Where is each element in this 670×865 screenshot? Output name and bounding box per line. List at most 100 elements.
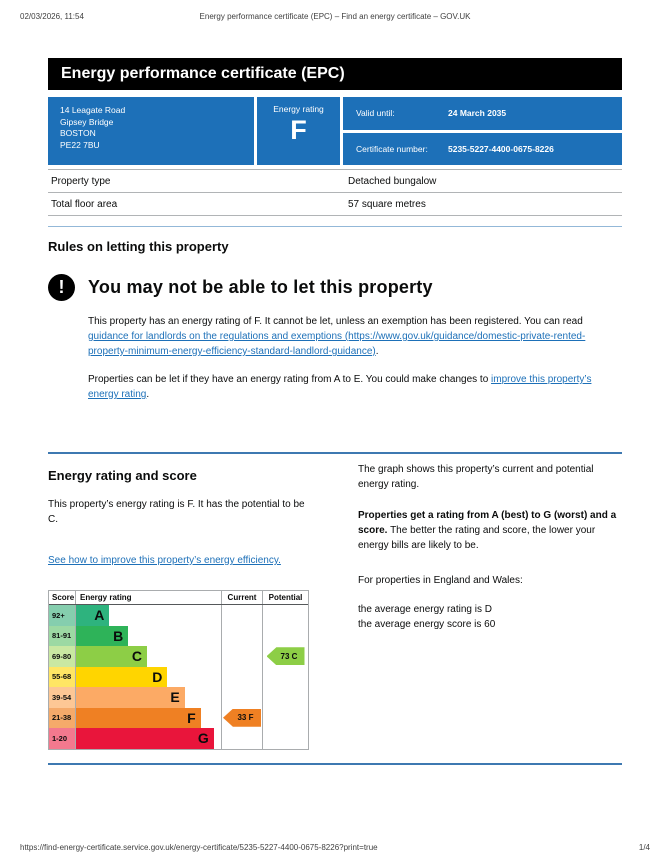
section-divider xyxy=(48,452,622,454)
england-wales-text: For properties in England and Wales: xyxy=(358,575,523,586)
paragraph-text: This property has an energy rating of F.… xyxy=(88,316,583,327)
table-row: Total floor area 57 square metres xyxy=(48,193,622,216)
print-footer: https://find-energy-certificate.service.… xyxy=(20,843,650,852)
rating-band-row: 1-20 G xyxy=(49,728,308,749)
rating-column-header: Energy rating xyxy=(76,591,222,604)
warning-heading: You may not be able to let this property xyxy=(88,277,433,297)
rating-bar: C xyxy=(76,646,148,667)
print-page-number: 1/4 xyxy=(638,843,650,852)
current-cell xyxy=(222,605,263,626)
property-type-value: Detached bungalow xyxy=(348,175,437,187)
current-marker: 33 F xyxy=(223,708,261,727)
energy-rating-panel: Energy rating F xyxy=(257,97,340,165)
potential-cell: 73 C xyxy=(263,646,308,667)
property-details-table: Property type Detached bungalow Total fl… xyxy=(48,169,622,216)
current-cell xyxy=(222,687,263,708)
bold-text: Properties get a rating from A (best) to… xyxy=(358,510,617,536)
score-cell: 39-54 xyxy=(49,687,76,708)
print-url: https://find-energy-certificate.service.… xyxy=(20,843,378,852)
paragraph-text: The better the rating and score, the low… xyxy=(358,525,596,551)
rating-band-row: 81-91 B xyxy=(49,625,308,647)
print-page-title: Energy performance certificate (EPC) – F… xyxy=(199,12,471,21)
rating-bar: G xyxy=(76,728,214,749)
print-datetime: 02/03/2026, 11:54 xyxy=(20,12,84,21)
potential-marker: 73 C xyxy=(266,647,305,666)
floor-area-label: Total floor area xyxy=(51,198,118,210)
table-row: Property type Detached bungalow xyxy=(48,170,622,193)
potential-cell xyxy=(263,667,308,688)
section-divider xyxy=(48,762,622,765)
epc-banner: Energy performance certificate (EPC) xyxy=(48,58,622,90)
floor-area-value: 57 square metres xyxy=(348,198,426,210)
graph-explainer-text: The graph shows this property’s current … xyxy=(358,464,594,490)
current-cell xyxy=(222,625,263,646)
rating-and-score-section: Energy rating and score This property’s … xyxy=(48,462,622,750)
certificate-number-value: 5235-5227-4400-0675-8226 xyxy=(448,143,554,154)
paragraph-text: Properties can be let if they have an en… xyxy=(88,374,492,385)
rating-band-row: 69-80 C 73 C xyxy=(49,646,308,667)
valid-until-label: Valid until: xyxy=(356,108,395,119)
current-cell xyxy=(222,646,263,667)
section-divider xyxy=(48,226,622,227)
score-cell: 92+ xyxy=(49,605,76,626)
rating-cell: C xyxy=(76,646,222,667)
current-cell xyxy=(222,728,263,749)
certificate-meta-panel: Valid until: 24 March 2035 Certificate n… xyxy=(343,97,622,165)
rating-intro-text: This property’s energy rating is F. It h… xyxy=(48,499,305,525)
warning-body: This property has an energy rating of F.… xyxy=(88,314,622,402)
rating-bar: D xyxy=(76,666,168,687)
energy-rating-label: Energy rating xyxy=(273,104,324,114)
rating-band-row: 92+ A xyxy=(49,605,308,626)
score-cell: 81-91 xyxy=(49,625,76,646)
score-cell: 69-80 xyxy=(49,646,76,667)
certificate-number-row: Certificate number: 5235-5227-4400-0675-… xyxy=(343,132,622,165)
potential-cell xyxy=(263,605,308,626)
rating-cell: E xyxy=(76,687,222,708)
rules-heading: Rules on letting this property xyxy=(48,239,229,254)
chart-header-row: Score Energy rating Current Potential xyxy=(49,591,308,605)
rating-band-row: 21-38 F 33 F xyxy=(49,707,308,729)
valid-until-value: 24 March 2035 xyxy=(448,108,507,119)
epc-rating-chart: Score Energy rating Current Potential 92… xyxy=(48,590,309,750)
address-line: Gipsey Bridge xyxy=(60,116,114,127)
potential-cell xyxy=(263,728,308,749)
letting-paragraph-2: Properties can be let if they have an en… xyxy=(88,372,622,402)
see-improvements-link[interactable]: See how to improve this property’s energ… xyxy=(48,555,281,566)
valid-until-row: Valid until: 24 March 2035 xyxy=(343,97,622,130)
energy-rating-value: F xyxy=(290,115,307,145)
rating-bar: E xyxy=(76,687,185,708)
score-cell: 1-20 xyxy=(49,728,76,749)
certificate-summary-box: 14 Leagate Road Gipsey Bridge BOSTON PE2… xyxy=(48,97,622,165)
average-rating-lines: the average energy rating is D the avera… xyxy=(358,602,622,632)
potential-cell xyxy=(263,708,308,729)
potential-column-header: Potential xyxy=(268,593,303,602)
paragraph-text: . xyxy=(146,389,150,400)
score-cell: 55-68 xyxy=(49,666,76,687)
potential-cell xyxy=(263,687,308,708)
warning-icon: ! xyxy=(48,274,75,301)
rating-explainer-text: Properties get a rating from A (best) to… xyxy=(358,508,622,553)
potential-cell xyxy=(263,626,308,647)
paragraph-text: . xyxy=(375,346,379,357)
improve-rating-link[interactable]: improve this property’s energy rating xyxy=(88,374,592,400)
rating-cell: D xyxy=(76,666,222,687)
print-header: 02/03/2026, 11:54 Energy performance cer… xyxy=(20,12,650,21)
current-column-header: Current xyxy=(222,591,263,604)
address-line: BOSTON xyxy=(60,128,96,138)
certificate-number-label: Certificate number: xyxy=(356,143,428,154)
score-column-header: Score xyxy=(49,591,76,604)
letting-paragraph-1: This property has an energy rating of F.… xyxy=(88,314,622,359)
current-cell: 33 F xyxy=(222,707,263,728)
landlord-guidance-link[interactable]: guidance for landlords on the regulation… xyxy=(88,331,586,357)
property-address: 14 Leagate Road Gipsey Bridge BOSTON PE2… xyxy=(48,97,254,165)
rating-cell: F xyxy=(76,707,222,728)
rating-bar: F xyxy=(76,707,201,728)
rating-cell: A xyxy=(76,605,222,626)
score-cell: 21-38 xyxy=(49,707,76,728)
rating-score-heading: Energy rating and score xyxy=(48,468,197,483)
rating-band-row: 39-54 E xyxy=(49,687,308,708)
address-line: 14 Leagate Road xyxy=(60,105,126,115)
average-score-text: the average energy score is 60 xyxy=(358,619,496,630)
warning-banner: ! You may not be able to let this proper… xyxy=(48,274,622,301)
